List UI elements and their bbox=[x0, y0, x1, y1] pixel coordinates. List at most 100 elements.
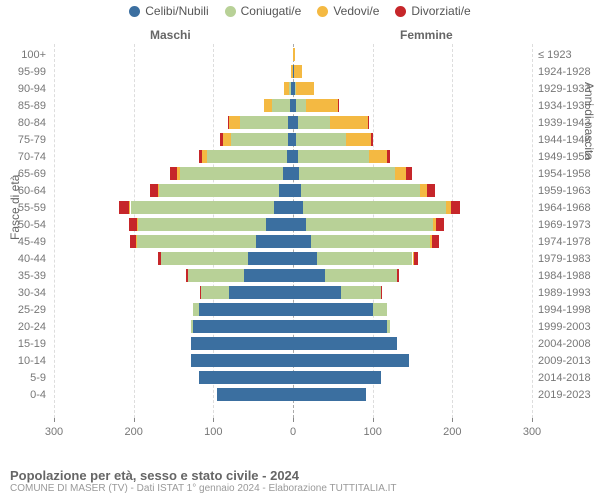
bar-segment-female bbox=[293, 337, 397, 350]
x-tick-label: 300 bbox=[45, 426, 63, 438]
year-label: 1949-1953 bbox=[538, 149, 591, 166]
bar-segment-female bbox=[301, 184, 421, 197]
year-label: 1939-1943 bbox=[538, 115, 591, 132]
bar-segment-female bbox=[317, 252, 413, 265]
age-label: 10-14 bbox=[18, 353, 46, 370]
bar-segment-female bbox=[338, 99, 339, 112]
x-tick-label: 200 bbox=[124, 426, 142, 438]
bar-segment-female bbox=[325, 269, 397, 282]
x-tick-marker bbox=[532, 418, 533, 422]
chart-container: Celibi/NubiliConiugati/eVedovi/eDivorzia… bbox=[0, 0, 600, 500]
pyramid-row bbox=[54, 387, 532, 402]
bar-segment-female bbox=[293, 303, 373, 316]
age-label: 25-29 bbox=[18, 302, 46, 319]
bar-segment-male bbox=[289, 82, 291, 95]
year-label: 1924-1928 bbox=[538, 64, 591, 81]
age-label: 65-69 bbox=[18, 166, 46, 183]
age-label: 70-74 bbox=[18, 149, 46, 166]
bar-segment-male bbox=[129, 218, 137, 231]
bar-segment-male bbox=[217, 388, 293, 401]
year-label: 1999-2003 bbox=[538, 319, 591, 336]
age-label: 20-24 bbox=[18, 319, 46, 336]
year-label: 1974-1978 bbox=[538, 234, 591, 251]
pyramid-row bbox=[54, 115, 532, 130]
bar-segment-male bbox=[266, 218, 293, 231]
bar-segment-male bbox=[202, 150, 207, 163]
x-tick-marker bbox=[293, 418, 294, 422]
bar-segment-male bbox=[177, 167, 180, 180]
age-label: 15-19 bbox=[18, 336, 46, 353]
bar-segment-male bbox=[137, 218, 139, 231]
year-label: 1969-1973 bbox=[538, 217, 591, 234]
pyramid-row bbox=[54, 319, 532, 334]
bar-segment-male bbox=[229, 116, 240, 129]
bar-segment-male bbox=[129, 201, 131, 214]
bar-segment-female bbox=[330, 116, 368, 129]
x-tick-label: 300 bbox=[523, 426, 541, 438]
x-tick-label: 100 bbox=[363, 426, 381, 438]
year-label: 1994-1998 bbox=[538, 302, 591, 319]
bar-segment-male bbox=[193, 303, 199, 316]
bar-segment-male bbox=[191, 337, 293, 350]
bar-segment-male bbox=[137, 235, 257, 248]
bar-segment-male bbox=[161, 252, 249, 265]
bar-segment-female bbox=[397, 269, 399, 282]
age-label: 75-79 bbox=[18, 132, 46, 149]
bar-segment-male bbox=[150, 184, 158, 197]
x-tick-marker bbox=[134, 418, 135, 422]
bar-segment-female bbox=[298, 116, 330, 129]
bar-segment-female bbox=[432, 235, 438, 248]
bar-segment-male bbox=[240, 116, 288, 129]
year-label: 1959-1963 bbox=[538, 183, 591, 200]
bar-segment-female bbox=[369, 150, 387, 163]
bar-segment-female bbox=[387, 320, 390, 333]
bar-segment-male bbox=[131, 201, 274, 214]
bar-segment-female bbox=[303, 201, 446, 214]
legend-label: Divorziati/e bbox=[411, 4, 470, 18]
bar-segment-female bbox=[373, 303, 387, 316]
pyramid-row bbox=[54, 98, 532, 113]
bar-segment-male bbox=[199, 371, 293, 384]
bar-segment-female bbox=[296, 82, 314, 95]
bar-segment-female bbox=[427, 184, 435, 197]
age-label: 55-59 bbox=[18, 200, 46, 217]
legend-item: Divorziati/e bbox=[395, 4, 470, 18]
pyramid-row bbox=[54, 302, 532, 317]
age-label: 85-89 bbox=[18, 98, 46, 115]
bar-segment-female bbox=[293, 354, 409, 367]
bar-segment-male bbox=[264, 99, 272, 112]
bar-segment-female bbox=[341, 286, 381, 299]
bar-segment-female bbox=[299, 167, 395, 180]
bar-segment-female bbox=[306, 218, 433, 231]
age-label: 0-4 bbox=[30, 387, 46, 404]
bar-segment-male bbox=[229, 286, 293, 299]
year-label: 1929-1933 bbox=[538, 81, 591, 98]
bar-segment-male bbox=[223, 133, 231, 146]
x-tick-label: 200 bbox=[443, 426, 461, 438]
bar-segment-male bbox=[170, 167, 176, 180]
pyramid-row bbox=[54, 81, 532, 96]
bar-segment-female bbox=[293, 286, 341, 299]
age-label: 30-34 bbox=[18, 285, 46, 302]
bar-segment-female bbox=[293, 320, 387, 333]
bar-segment-male bbox=[244, 269, 293, 282]
bar-segment-male bbox=[180, 167, 284, 180]
pyramid-row bbox=[54, 166, 532, 181]
bar-segment-female bbox=[371, 133, 373, 146]
year-label: 2019-2023 bbox=[538, 387, 591, 404]
year-label: 1934-1938 bbox=[538, 98, 591, 115]
chart-title: Popolazione per età, sesso e stato civil… bbox=[10, 468, 590, 483]
bar-segment-male bbox=[119, 201, 129, 214]
bar-segment-female bbox=[414, 252, 418, 265]
year-label: 1989-1993 bbox=[538, 285, 591, 302]
age-label: 5-9 bbox=[30, 370, 46, 387]
bar-segment-male bbox=[228, 116, 230, 129]
year-label: 1984-1988 bbox=[538, 268, 591, 285]
header-male: Maschi bbox=[150, 28, 191, 42]
bar-segment-male bbox=[272, 99, 290, 112]
pyramid-row bbox=[54, 149, 532, 164]
x-tick-marker bbox=[213, 418, 214, 422]
bar-segment-female bbox=[293, 218, 306, 231]
pyramid-row bbox=[54, 285, 532, 300]
population-pyramid-chart: 3002001000100200300 bbox=[54, 44, 532, 440]
